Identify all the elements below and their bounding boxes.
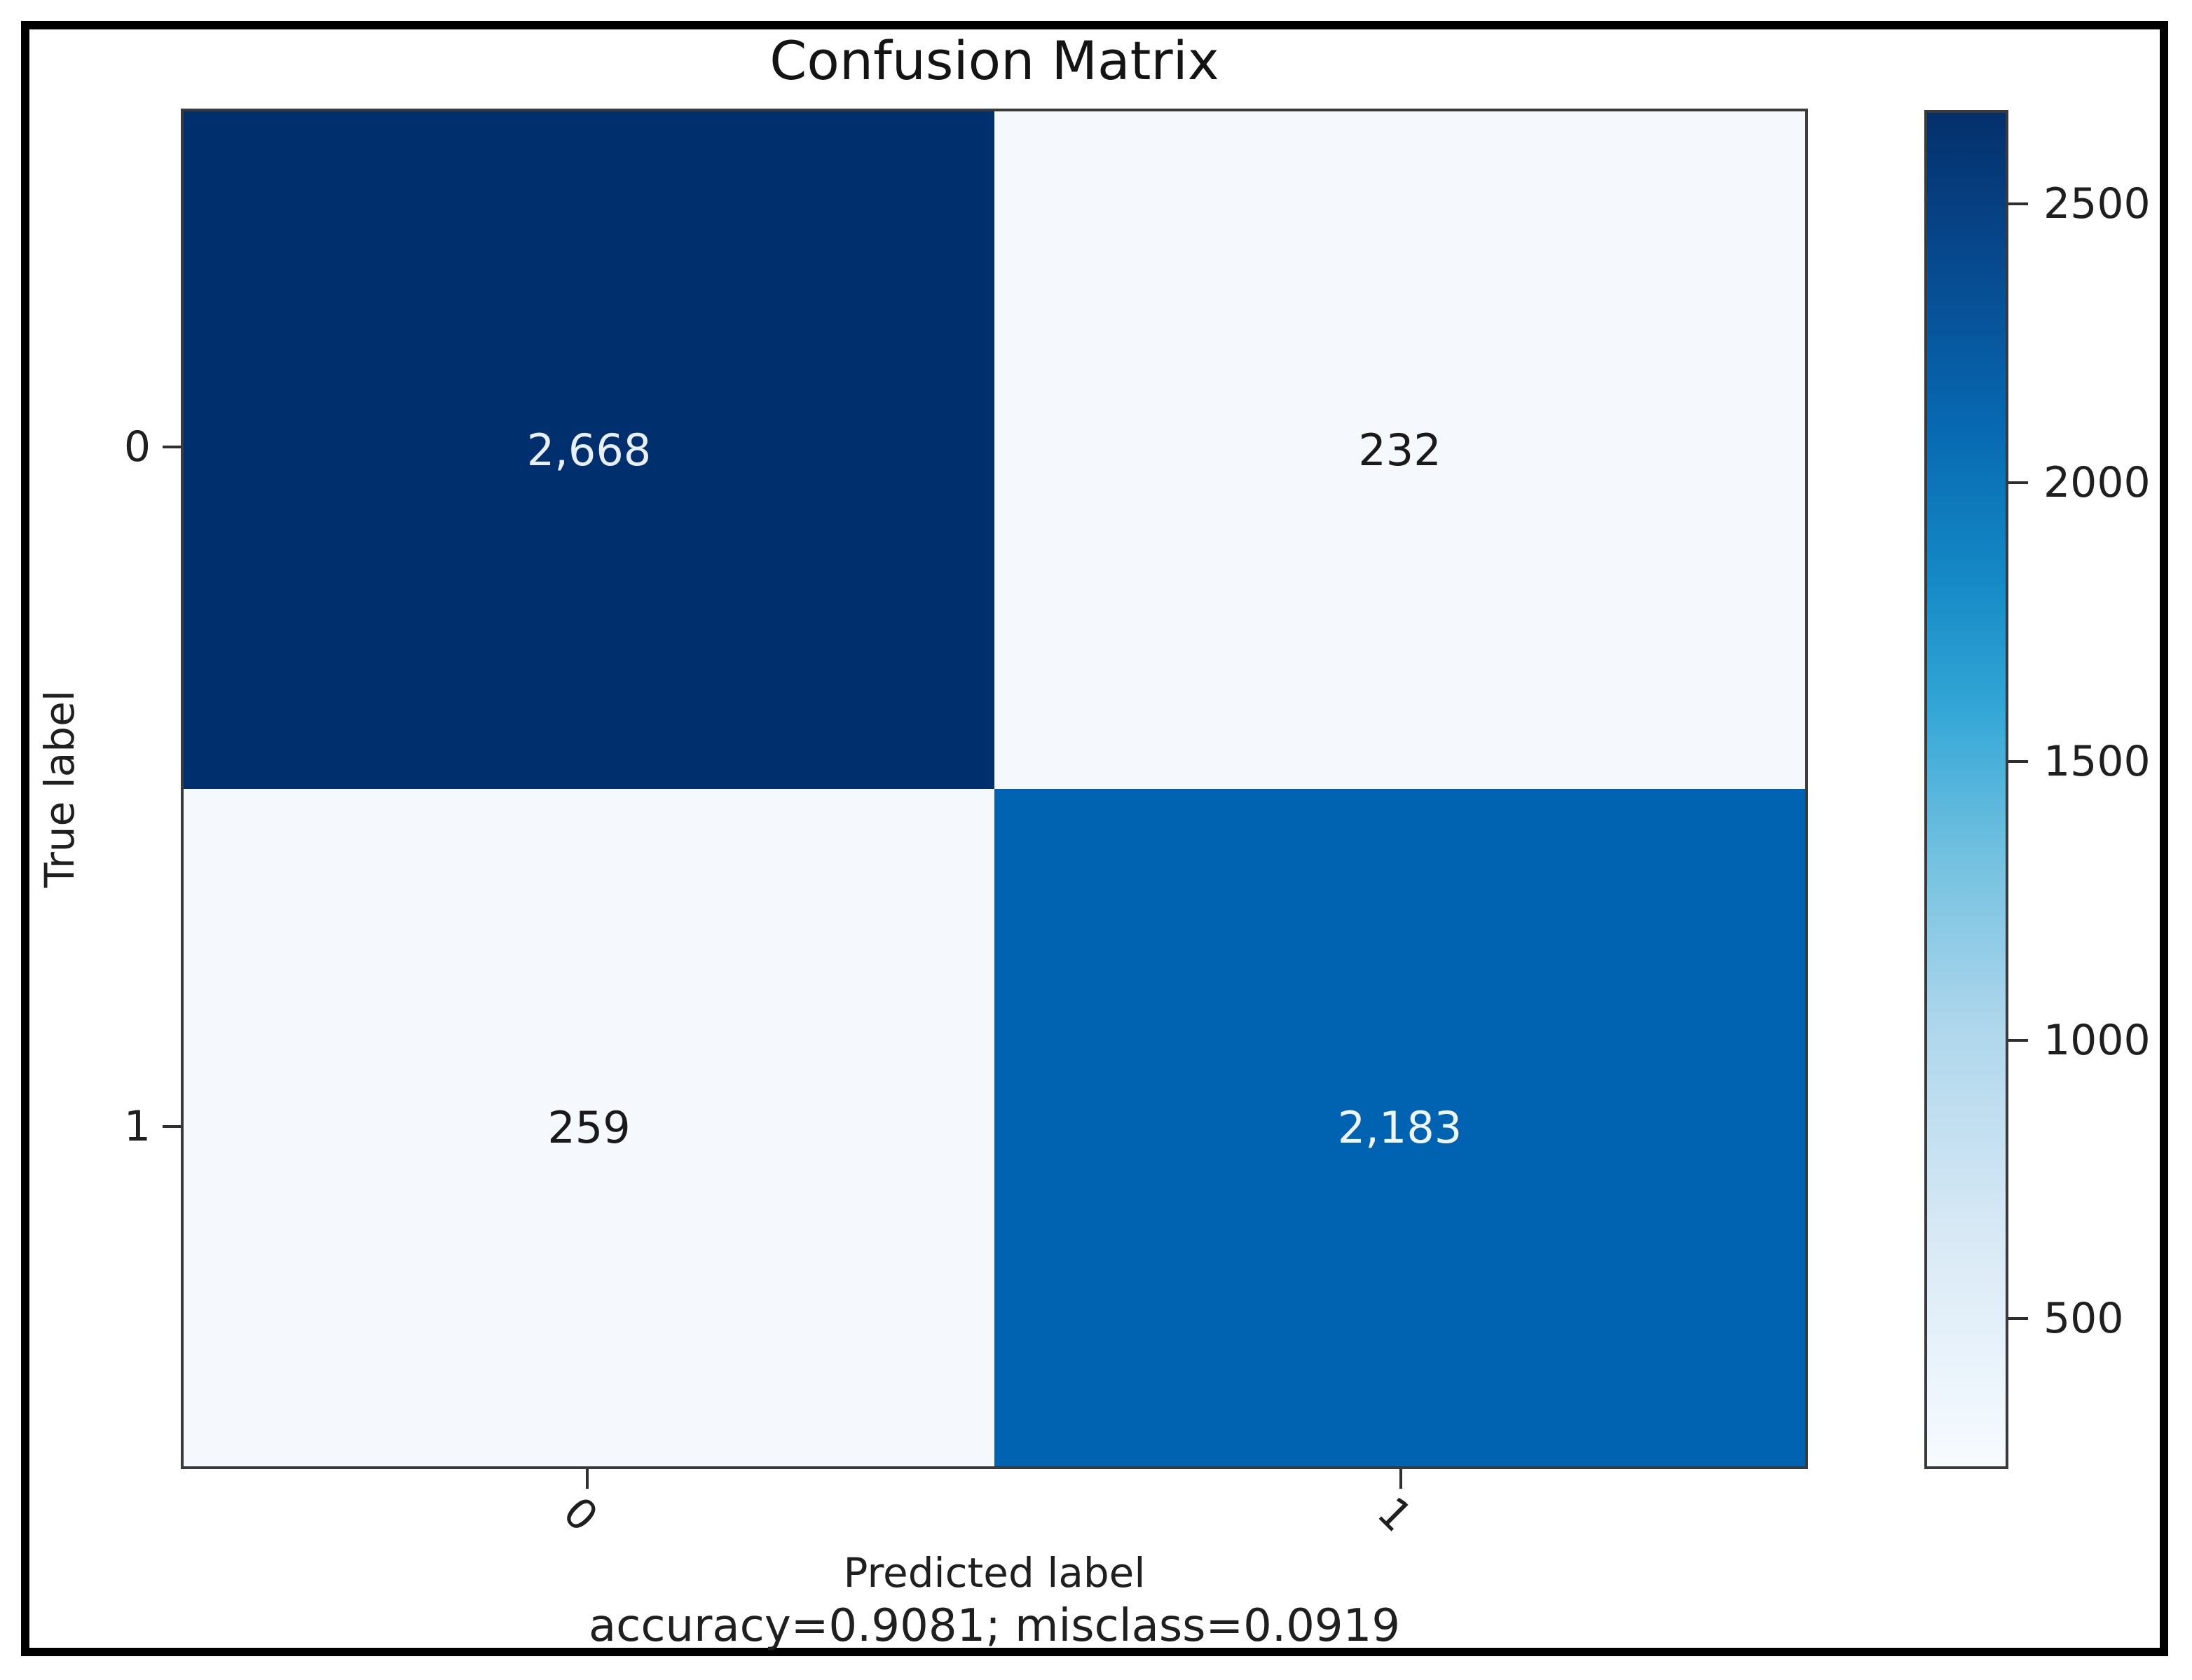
colorbar-tick-mark-500 [2008,1317,2028,1320]
colorbar-tick-label-2500: 2500 [2043,179,2151,228]
x-tick-mark-1 [1399,1469,1402,1489]
colorbar-gradient [1924,110,2008,1469]
chart-title: Confusion Matrix [769,29,1219,92]
y-tick-mark-0 [163,446,181,448]
colorbar-tick-mark-2500 [2008,202,2028,205]
accuracy-annotation: accuracy=0.9081; misclass=0.0919 [588,1600,1401,1652]
heatmap-plot-area: 2,668 232 259 2,183 [181,109,1808,1469]
x-axis-label: Predicted label [843,1549,1146,1597]
y-tick-mark-1 [163,1125,181,1128]
x-tick-mark-0 [586,1469,589,1489]
cell-true1-pred1: 2,183 [994,789,1805,1466]
cell-true0-pred0: 2,668 [184,111,994,789]
y-tick-label-0: 0 [123,422,151,471]
cell-value: 259 [547,1102,631,1153]
y-axis-label: True label [36,690,83,888]
colorbar-tick-label-2000: 2000 [2043,458,2151,507]
cell-true0-pred1: 232 [994,111,1805,789]
cell-value: 232 [1358,425,1441,476]
colorbar-tick-mark-1000 [2008,1039,2028,1042]
colorbar-tick-label-1000: 1000 [2043,1016,2151,1065]
cell-true1-pred0: 259 [184,789,994,1466]
colorbar-tick-label-500: 500 [2043,1294,2124,1343]
y-tick-label-1: 1 [123,1102,151,1151]
colorbar-tick-mark-1500 [2008,760,2028,763]
figure-frame [21,21,2168,1656]
colorbar-tick-label-1500: 1500 [2043,737,2151,786]
colorbar-tick-mark-2000 [2008,481,2028,484]
cell-value: 2,668 [526,425,652,476]
cell-value: 2,183 [1337,1102,1463,1153]
